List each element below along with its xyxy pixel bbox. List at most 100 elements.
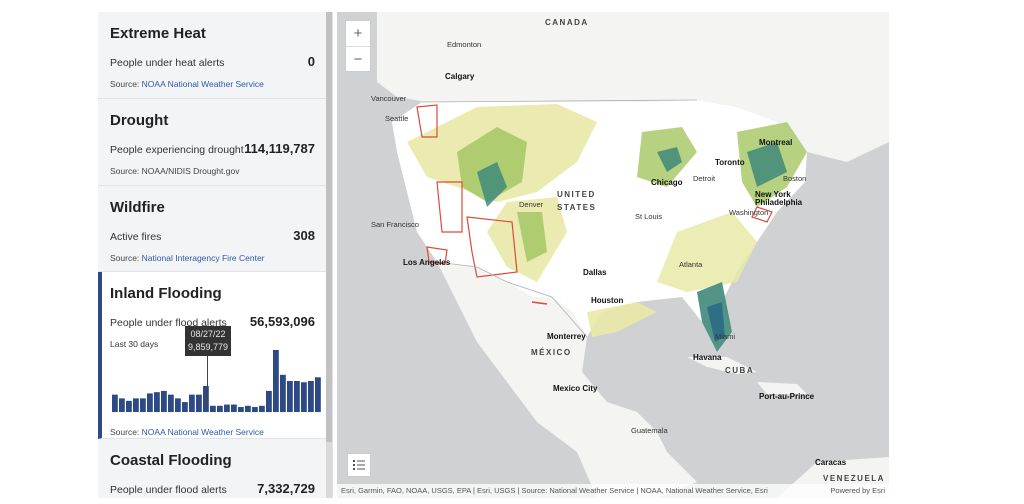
card-extreme-heat[interactable]: Extreme Heat People under heat alerts 0 … xyxy=(98,12,327,99)
period-label: Last 30 days xyxy=(110,339,159,349)
flood-bar-26[interactable] xyxy=(287,381,293,412)
map-label-seattle: Seattle xyxy=(385,114,409,123)
flood-bar-8[interactable] xyxy=(161,390,167,412)
flood-bar-28[interactable] xyxy=(301,382,307,412)
card-coastal-flooding[interactable]: Coastal Flooding People under flood aler… xyxy=(98,439,327,498)
metric-row: People under heat alerts 0 xyxy=(110,54,315,69)
flood-bar-23[interactable] xyxy=(266,390,272,412)
flood-bar-19[interactable] xyxy=(238,407,244,412)
zoom-out-button[interactable]: − xyxy=(346,46,370,71)
source-line: Source: NOAA National Weather Service xyxy=(110,79,315,89)
metric-value: 114,119,787 xyxy=(244,141,315,156)
source-line: Source: National Interagency Fire Center xyxy=(110,253,315,263)
map-label-cuba: CUBA xyxy=(725,366,755,375)
source-line: Source: NOAA National Weather Service xyxy=(110,427,264,437)
map-label-mexico-city: Mexico City xyxy=(553,384,598,393)
source-prefix: Source: xyxy=(110,427,142,437)
legend-button[interactable] xyxy=(347,453,371,477)
map-label-monterrey: Monterrey xyxy=(547,332,586,341)
map-label-port-au-prince: Port-au-Prince xyxy=(759,392,815,401)
hazard-map[interactable]: CANADA Edmonton Calgary Vancouver Seattl… xyxy=(337,12,889,498)
map-label-vancouver: Vancouver xyxy=(371,94,407,103)
flood-bar-10[interactable] xyxy=(175,398,181,412)
metric-value: 0 xyxy=(307,54,315,69)
metric-label: Active fires xyxy=(110,231,162,243)
metric-label: People experiencing drought xyxy=(110,144,244,156)
flood-bar-14[interactable] xyxy=(203,385,209,412)
card-title: Wildfire xyxy=(110,199,165,216)
map-label-calgary: Calgary xyxy=(445,72,475,81)
flood-bar-15[interactable] xyxy=(210,405,216,412)
flood-bar-7[interactable] xyxy=(154,392,160,412)
map-label-montreal: Montreal xyxy=(759,138,793,147)
hazard-sidebar[interactable]: Extreme Heat People under heat alerts 0 … xyxy=(98,12,333,498)
card-title: Drought xyxy=(110,112,169,129)
attribution-text: Esri, Garmin, FAO, NOAA, USGS, EPA | Esr… xyxy=(341,486,768,495)
flood-bar-20[interactable] xyxy=(245,405,251,412)
flood-bar-29[interactable] xyxy=(308,381,314,412)
map-label-havana: Havana xyxy=(693,353,722,362)
flood-bar-5[interactable] xyxy=(140,398,146,412)
map-label-los-angeles: Los Angeles xyxy=(403,258,451,267)
flood-bar-17[interactable] xyxy=(224,404,230,412)
flood-bar-6[interactable] xyxy=(147,393,153,412)
metric-label: People under heat alerts xyxy=(110,57,225,69)
card-drought[interactable]: Drought People experiencing drought 114,… xyxy=(98,99,327,186)
zoom-control: + − xyxy=(345,20,371,72)
flood-bar-2[interactable] xyxy=(119,398,125,412)
flood-bar-4[interactable] xyxy=(133,398,139,412)
zoom-in-button[interactable]: + xyxy=(353,25,363,42)
flood-bar-12[interactable] xyxy=(189,394,195,412)
map-label-toronto: Toronto xyxy=(715,158,745,167)
map-label-washington: Washington xyxy=(729,208,769,217)
flood-bar-22[interactable] xyxy=(259,405,265,412)
tooltip-value: 9,859,779 xyxy=(187,342,229,352)
metric-value: 308 xyxy=(293,228,315,243)
card-title: Inland Flooding xyxy=(110,285,222,302)
app-window: Extreme Heat People under heat alerts 0 … xyxy=(98,12,890,498)
scrollbar-thumb[interactable] xyxy=(326,12,332,442)
flood-bar-chart[interactable] xyxy=(112,346,322,412)
tooltip-pointer-line xyxy=(207,356,208,408)
map-label-dallas: Dallas xyxy=(583,268,607,277)
sidebar-scrollbar[interactable] xyxy=(326,12,332,498)
source-link[interactable]: National Interagency Fire Center xyxy=(141,253,265,263)
powered-by-esri[interactable]: Powered by Esri xyxy=(830,486,885,495)
map-label-venezuela: VENEZUELA xyxy=(823,474,885,483)
source-line: Source: NOAA/NIDIS Drought.gov xyxy=(110,166,240,176)
metric-value: 7,332,729 xyxy=(257,481,315,496)
flood-bar-25[interactable] xyxy=(280,374,286,412)
metric-row: People experiencing drought 114,119,787 xyxy=(110,141,315,156)
card-inland-flooding[interactable]: Inland Flooding People under flood alert… xyxy=(98,272,327,439)
map-attribution: Esri, Garmin, FAO, NOAA, USGS, EPA | Esr… xyxy=(337,484,889,498)
map-label-boston: Boston xyxy=(783,174,807,183)
flood-bar-1[interactable] xyxy=(112,394,118,412)
metric-row: Active fires 308 xyxy=(110,228,315,243)
source-link[interactable]: NOAA National Weather Service xyxy=(141,79,264,89)
flood-bar-27[interactable] xyxy=(294,381,300,412)
map-basemap xyxy=(337,12,889,498)
flood-bar-3[interactable] xyxy=(126,400,132,412)
flood-bar-13[interactable] xyxy=(196,394,202,412)
map-label-states: STATES xyxy=(557,203,597,212)
card-wildfire[interactable]: Wildfire Active fires 308 Source: Nation… xyxy=(98,186,327,272)
flood-bar-21[interactable] xyxy=(252,407,258,412)
map-label-philadelphia: Philadelphia xyxy=(755,198,803,207)
map-label-san-francisco: San Francisco xyxy=(371,220,419,229)
source-link[interactable]: NOAA National Weather Service xyxy=(141,427,264,437)
flood-bar-11[interactable] xyxy=(182,402,188,412)
flood-bar-16[interactable] xyxy=(217,405,223,412)
flood-bar-24[interactable] xyxy=(273,350,279,412)
map-label-mexico: MÉXICO xyxy=(531,348,572,357)
chart-tooltip: 08/27/22 9,859,779 xyxy=(185,326,231,356)
map-label-detroit: Detroit xyxy=(693,174,716,183)
flood-bar-9[interactable] xyxy=(168,394,174,412)
flood-bar-18[interactable] xyxy=(231,404,237,412)
map-label-chicago: Chicago xyxy=(651,178,683,187)
map-label-united: UNITED xyxy=(557,190,596,199)
map-label-st-louis: St Louis xyxy=(635,212,663,221)
map-label-canada: CANADA xyxy=(545,18,589,27)
map-label-miami: Miami xyxy=(715,332,735,341)
flood-bar-30[interactable] xyxy=(315,377,321,412)
map-label-atlanta: Atlanta xyxy=(679,260,703,269)
